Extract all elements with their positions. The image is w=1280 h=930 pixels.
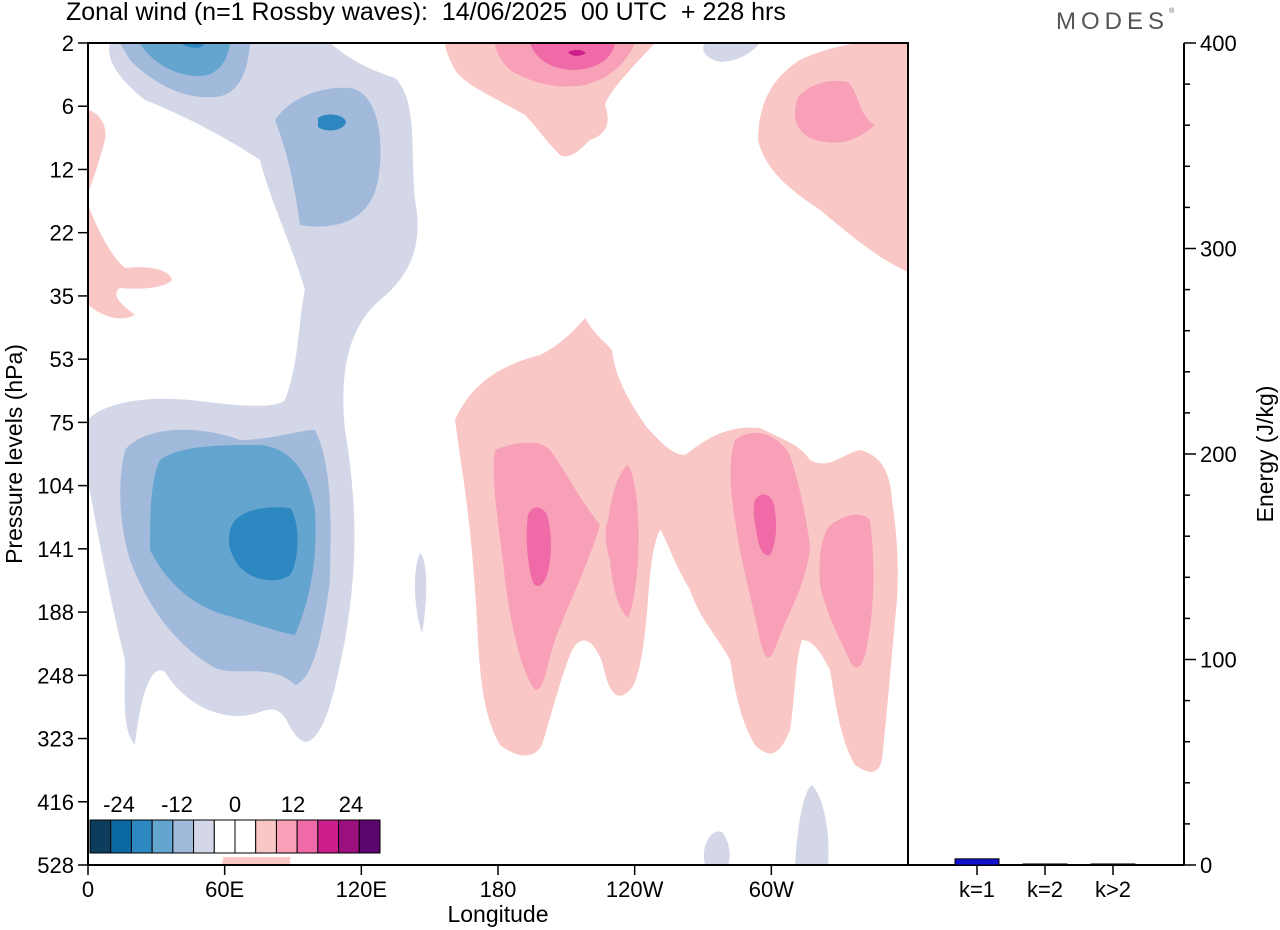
colorbar-swatch	[110, 819, 132, 854]
colorbar-swatch	[296, 819, 319, 854]
pressure-tick-label: 6	[62, 94, 74, 119]
colorbar-swatch	[193, 819, 215, 854]
positive-wind-contours	[88, 43, 908, 865]
longitude-tick-label: 0	[82, 877, 94, 902]
energy-tick-label: 300	[1200, 237, 1237, 262]
colorbar-swatch	[151, 819, 174, 854]
energy-tick-label: 400	[1200, 31, 1237, 56]
pressure-tick-label: 12	[50, 157, 74, 182]
colorbar: -24 -12 0 12 24	[88, 785, 382, 857]
contour-pos-10-topright	[795, 80, 875, 143]
contour-neg-10-bottom2	[795, 785, 829, 865]
pressure-tick-label: 22	[50, 221, 74, 246]
colorbar-swatch	[275, 819, 298, 854]
pressure-tick-label: 75	[50, 410, 74, 435]
energy-bar-panel: 0 100 200 300 400 k=1 k=2 k>2 Energy (J/kg)	[907, 31, 1278, 902]
contour-neg-18-small	[318, 114, 346, 131]
energy-category-label: k=1	[959, 877, 995, 902]
colorbar-tick-label: 12	[281, 792, 305, 817]
pressure-tick-label: 528	[37, 853, 74, 878]
pressure-tick-label: 141	[37, 537, 74, 562]
pressure-tick-label: 35	[50, 284, 74, 309]
contour-neg-10-top	[703, 43, 760, 62]
modes-logo: MODES®	[1056, 8, 1175, 35]
colorbar-tick-label: 0	[229, 792, 241, 817]
y-axis-title: Pressure levels (hPa)	[1, 344, 27, 564]
contour-pos-18-top	[568, 49, 586, 56]
contour-pos-6-topright	[758, 43, 908, 272]
longitude-tick-label: 60W	[749, 877, 794, 902]
colorbar-tick-label: -12	[161, 792, 193, 817]
colorbar-swatch	[234, 819, 257, 854]
contour-neg-18-top	[140, 43, 230, 77]
energy-axis-title: Energy (J/kg)	[1252, 386, 1278, 523]
longitude-tick-label: 180	[480, 877, 517, 902]
pressure-tick-label: 248	[37, 663, 74, 688]
contour-pos-14-top	[530, 43, 615, 70]
colorbar-swatch	[89, 819, 112, 854]
longitude-tick-label: 60E	[205, 877, 244, 902]
energy-axis: 0 100 200 300 400	[1184, 31, 1237, 878]
pressure-tick-label: 104	[37, 474, 74, 499]
pressure-tick-label: 416	[37, 790, 74, 815]
pressure-tick-label: 53	[50, 347, 74, 372]
contour-pos-14-b	[753, 494, 777, 556]
contour-neg-10-bottom1	[703, 831, 730, 865]
colorbar-swatch	[255, 819, 277, 854]
energy-category-label: k>2	[1095, 877, 1131, 902]
colorbar-tick-label: -24	[103, 792, 135, 817]
contour-pos-10-b	[605, 465, 639, 618]
contour-neg-22-top	[180, 43, 205, 48]
colorbar-swatch	[130, 819, 153, 854]
contour-neg-22-main	[228, 507, 298, 581]
contour-pos-6-left1	[88, 110, 106, 193]
pressure-tick-label: 323	[37, 727, 74, 752]
contour-neg-10-small	[414, 553, 427, 633]
energy-tick-label: 0	[1200, 853, 1212, 878]
energy-bars: k=1 k=2 k>2	[954, 858, 1136, 902]
colorbar-swatch	[172, 819, 195, 854]
colorbar-swatch	[213, 819, 236, 854]
x-axis-title: Longitude	[447, 901, 548, 927]
energy-tick-label: 100	[1200, 648, 1237, 673]
contour-pos-14-a	[526, 507, 551, 586]
pressure-axis: 2 6 12 22 35 53 75 104 141 188 248 323 416 528	[37, 31, 88, 878]
energy-bar-2	[1022, 863, 1068, 866]
colorbar-swatch	[317, 819, 340, 854]
energy-bar-3	[1090, 863, 1136, 866]
contour-pos-6-main	[455, 318, 898, 772]
brand-text: MODES	[1056, 8, 1170, 35]
colorbar-swatch	[338, 819, 360, 854]
longitude-axis: 0 60E 120E 180 120W 60W	[82, 865, 794, 902]
colorbar-tick-label: 24	[339, 792, 363, 817]
contour-neg-14-upper	[275, 87, 381, 227]
pressure-tick-label: 188	[37, 600, 74, 625]
negative-wind-contours	[88, 43, 829, 865]
energy-bar-1	[954, 858, 1000, 866]
contour-pos-6-left2	[88, 205, 172, 319]
longitude-pressure-panel: -24 -12 0 12 24	[88, 43, 908, 865]
energy-tick-label: 200	[1200, 442, 1237, 467]
energy-category-label: k=2	[1027, 877, 1063, 902]
longitude-tick-label: 120W	[606, 877, 664, 902]
chart-title: Zonal wind (n=1 Rossby waves): 14/06/202…	[66, 0, 786, 26]
pressure-tick-label: 2	[62, 31, 74, 56]
contour-pos-10-d	[819, 514, 874, 668]
colorbar-swatch	[358, 819, 381, 854]
longitude-tick-label: 120E	[336, 877, 387, 902]
